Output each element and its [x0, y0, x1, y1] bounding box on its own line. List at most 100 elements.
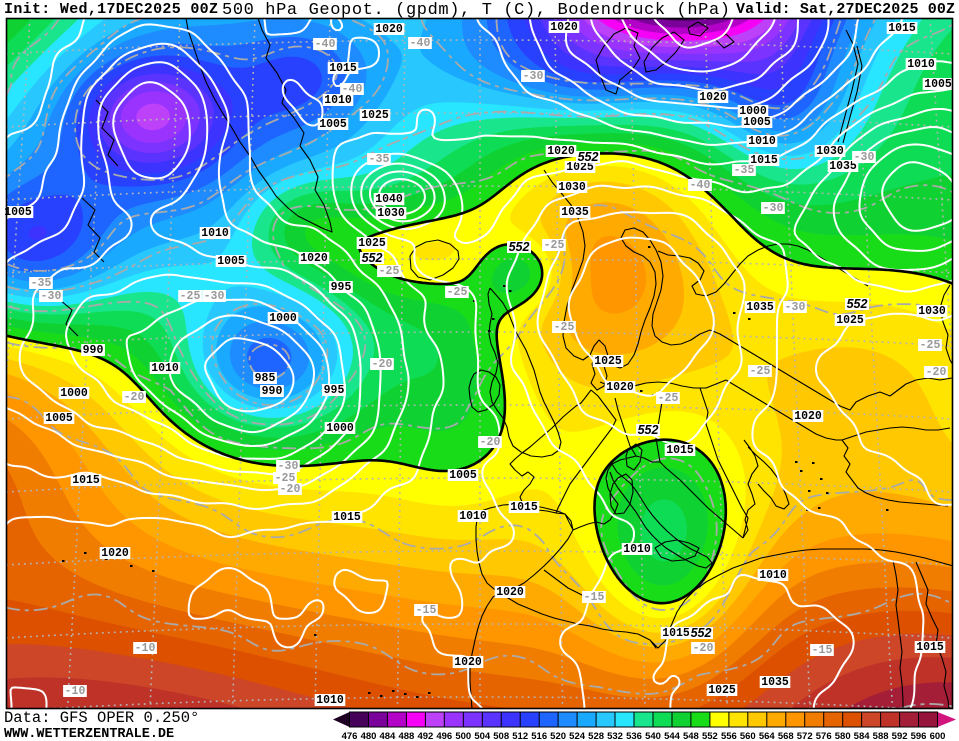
svg-text:1015: 1015: [750, 154, 778, 167]
svg-text:-40: -40: [342, 83, 363, 96]
svg-text:-30: -30: [785, 301, 806, 314]
svg-text:540: 540: [645, 731, 661, 741]
svg-text:995: 995: [324, 384, 345, 397]
svg-text:592: 592: [892, 731, 908, 741]
svg-text:-15: -15: [812, 644, 833, 657]
svg-text:-25: -25: [544, 239, 565, 252]
svg-text:588: 588: [873, 731, 889, 741]
svg-text:-20: -20: [124, 391, 145, 404]
svg-text:552: 552: [362, 251, 383, 265]
svg-text:584: 584: [854, 731, 871, 741]
svg-text:WWW.WETTERZENTRALE.DE: WWW.WETTERZENTRALE.DE: [4, 727, 174, 741]
svg-text:532: 532: [607, 731, 623, 741]
svg-text:985: 985: [255, 372, 276, 385]
svg-text:536: 536: [626, 731, 642, 741]
svg-text:500 hPa Geopot. (gpdm), T (C),: 500 hPa Geopot. (gpdm), T (C), Bodendruc…: [222, 1, 730, 20]
svg-text:1000: 1000: [326, 422, 354, 435]
svg-text:1015: 1015: [888, 22, 916, 35]
svg-text:548: 548: [683, 731, 699, 741]
svg-text:1005: 1005: [449, 469, 477, 482]
svg-text:-40: -40: [690, 179, 711, 192]
svg-text:552: 552: [509, 240, 530, 254]
svg-text:1030: 1030: [377, 207, 405, 220]
svg-text:556: 556: [721, 731, 737, 741]
svg-text:1005: 1005: [743, 116, 771, 129]
svg-text:-35: -35: [369, 153, 390, 166]
svg-text:1035: 1035: [561, 206, 589, 219]
svg-text:508: 508: [493, 731, 509, 741]
svg-text:1010: 1010: [907, 58, 935, 71]
svg-text:524: 524: [569, 731, 586, 741]
svg-text:1030: 1030: [816, 145, 844, 158]
svg-text:-25: -25: [658, 392, 679, 405]
svg-text:-25: -25: [554, 321, 575, 334]
svg-text:484: 484: [379, 731, 396, 741]
svg-text:520: 520: [550, 731, 566, 741]
svg-text:-25: -25: [750, 365, 771, 378]
svg-text:-25: -25: [180, 290, 201, 303]
svg-text:-15: -15: [416, 604, 437, 617]
svg-text:-15: -15: [584, 591, 605, 604]
svg-text:568: 568: [778, 731, 794, 741]
svg-text:-25: -25: [920, 339, 941, 352]
svg-text:-20: -20: [480, 436, 501, 449]
svg-text:1020: 1020: [101, 547, 129, 560]
svg-text:1015: 1015: [916, 641, 944, 654]
svg-text:572: 572: [797, 731, 813, 741]
svg-text:1035: 1035: [829, 160, 857, 173]
svg-text:-30: -30: [854, 151, 875, 164]
svg-text:1010: 1010: [316, 694, 344, 707]
svg-text:Init: Wed,17DEC2025 00Z: Init: Wed,17DEC2025 00Z: [4, 1, 218, 18]
svg-text:-30: -30: [278, 460, 299, 473]
svg-text:1005: 1005: [4, 206, 32, 219]
svg-text:-35: -35: [734, 164, 755, 177]
svg-text:1025: 1025: [566, 161, 594, 174]
svg-text:1020: 1020: [547, 145, 575, 158]
svg-text:1015: 1015: [666, 444, 694, 457]
svg-text:488: 488: [398, 731, 414, 741]
svg-text:-20: -20: [280, 483, 301, 496]
svg-text:1010: 1010: [623, 543, 651, 556]
svg-text:-20: -20: [693, 642, 714, 655]
svg-text:496: 496: [436, 731, 452, 741]
svg-text:-25: -25: [275, 472, 296, 485]
svg-text:1025: 1025: [708, 684, 736, 697]
svg-text:-20: -20: [926, 366, 947, 379]
svg-text:-30: -30: [204, 290, 225, 303]
svg-text:-10: -10: [65, 685, 86, 698]
svg-text:-20: -20: [372, 358, 393, 371]
svg-text:-30: -30: [41, 290, 62, 303]
svg-text:1040: 1040: [375, 193, 403, 206]
svg-text:1010: 1010: [201, 227, 229, 240]
svg-text:1020: 1020: [550, 21, 578, 34]
svg-text:1015: 1015: [72, 474, 100, 487]
svg-text:476: 476: [342, 731, 358, 741]
svg-text:1005: 1005: [45, 412, 73, 425]
svg-text:1030: 1030: [918, 305, 946, 318]
svg-text:990: 990: [83, 344, 104, 357]
svg-text:1030: 1030: [558, 181, 586, 194]
svg-text:-25: -25: [379, 265, 400, 278]
svg-text:516: 516: [531, 731, 547, 741]
svg-text:1000: 1000: [739, 105, 767, 118]
svg-text:528: 528: [588, 731, 604, 741]
svg-text:1015: 1015: [333, 511, 361, 524]
svg-text:1020: 1020: [300, 252, 328, 265]
svg-text:576: 576: [816, 731, 832, 741]
svg-text:552: 552: [638, 423, 659, 437]
svg-text:1010: 1010: [324, 94, 352, 107]
svg-text:552: 552: [691, 626, 712, 640]
svg-text:552: 552: [847, 297, 868, 311]
svg-text:-40: -40: [410, 37, 431, 50]
svg-text:1005: 1005: [924, 78, 952, 91]
svg-text:1005: 1005: [319, 118, 347, 131]
svg-text:1015: 1015: [510, 501, 538, 514]
svg-text:1020: 1020: [496, 586, 524, 599]
svg-text:500: 500: [455, 731, 471, 741]
svg-text:1020: 1020: [606, 381, 634, 394]
svg-text:1025: 1025: [361, 109, 389, 122]
svg-text:512: 512: [512, 731, 528, 741]
svg-text:1025: 1025: [836, 314, 864, 327]
svg-text:504: 504: [474, 731, 491, 741]
svg-text:1035: 1035: [746, 301, 774, 314]
